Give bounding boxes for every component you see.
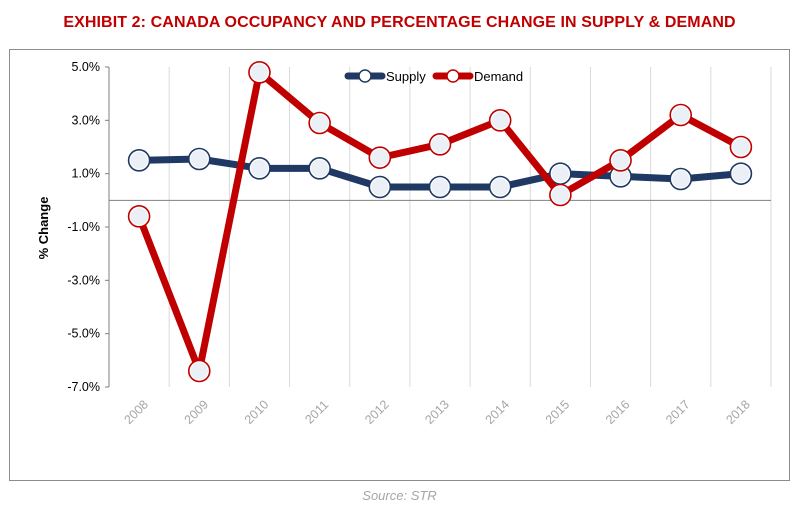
supply-point-shade bbox=[491, 178, 509, 196]
demand-point-shade bbox=[311, 114, 329, 132]
x-tick-label: 2016 bbox=[603, 397, 633, 427]
y-tick-labels: 5.0% 3.0% 1.0% -1.0% -3.0% -5.0% -7.0% bbox=[67, 60, 100, 394]
chart-frame bbox=[9, 49, 790, 481]
x-tick-label: 2009 bbox=[182, 397, 212, 427]
y-tick-label: -3.0% bbox=[67, 273, 100, 287]
demand-point-shade bbox=[551, 186, 569, 204]
y-tick-label: -7.0% bbox=[67, 380, 100, 394]
x-tick-label: 2008 bbox=[121, 397, 151, 427]
x-tick-label: 2010 bbox=[242, 397, 272, 427]
y-axis-title: % Change bbox=[36, 197, 51, 260]
x-tick-label: 2011 bbox=[302, 398, 331, 427]
legend-item-demand: Demand bbox=[432, 69, 523, 84]
demand-point-shade bbox=[732, 138, 750, 156]
legend-item-supply: Supply bbox=[344, 69, 426, 84]
series-lines bbox=[127, 61, 753, 383]
demand-point-shade bbox=[431, 135, 449, 153]
chart-title: EXHIBIT 2: CANADA OCCUPANCY AND PERCENTA… bbox=[63, 14, 736, 31]
x-tick-label: 2017 bbox=[663, 397, 693, 427]
x-tick-label: 2014 bbox=[483, 397, 513, 427]
demand-point-shade bbox=[130, 207, 148, 225]
supply-point-shade bbox=[371, 178, 389, 196]
supply-point-shade bbox=[250, 159, 268, 177]
series-demand bbox=[127, 61, 753, 383]
supply-point-shade bbox=[551, 165, 569, 183]
demand-point-shade bbox=[491, 111, 509, 129]
y-tick-label: -1.0% bbox=[67, 220, 100, 234]
y-tick-label: 3.0% bbox=[72, 113, 101, 127]
demand-point-shade bbox=[371, 149, 389, 167]
supply-point-shade bbox=[311, 159, 329, 177]
supply-point-shade bbox=[431, 178, 449, 196]
x-tick-label: 2018 bbox=[723, 397, 753, 427]
x-tick-label: 2013 bbox=[422, 397, 452, 427]
legend-swatch-marker bbox=[358, 69, 372, 83]
series-supply bbox=[127, 147, 753, 199]
supply-point-shade bbox=[612, 167, 630, 185]
legend-label: Supply bbox=[386, 69, 426, 84]
y-tick-label: 1.0% bbox=[72, 167, 101, 181]
demand-point-shade bbox=[612, 151, 630, 169]
legend-label: Demand bbox=[474, 69, 523, 84]
demand-point-shade bbox=[672, 106, 690, 124]
supply-point-shade bbox=[190, 150, 208, 168]
demand-point-shade bbox=[250, 63, 268, 81]
x-tick-labels: 2008 2009 2010 2011 2012 2013 2014 2015 2016 2017… bbox=[121, 397, 752, 427]
supply-point-shade bbox=[130, 151, 148, 169]
y-tick-label: 5.0% bbox=[72, 60, 101, 74]
demand-point-shade bbox=[190, 362, 208, 380]
legend-swatch-marker bbox=[446, 69, 460, 83]
x-tick-label: 2012 bbox=[362, 397, 392, 427]
supply-point-shade bbox=[732, 165, 750, 183]
y-tick-label: -5.0% bbox=[67, 327, 100, 341]
axes bbox=[105, 66, 771, 388]
supply-point-shade bbox=[672, 170, 690, 188]
legend: Supply Demand bbox=[344, 69, 523, 84]
x-tick-label: 2015 bbox=[543, 397, 573, 427]
source-note: Source: STR bbox=[362, 488, 437, 503]
